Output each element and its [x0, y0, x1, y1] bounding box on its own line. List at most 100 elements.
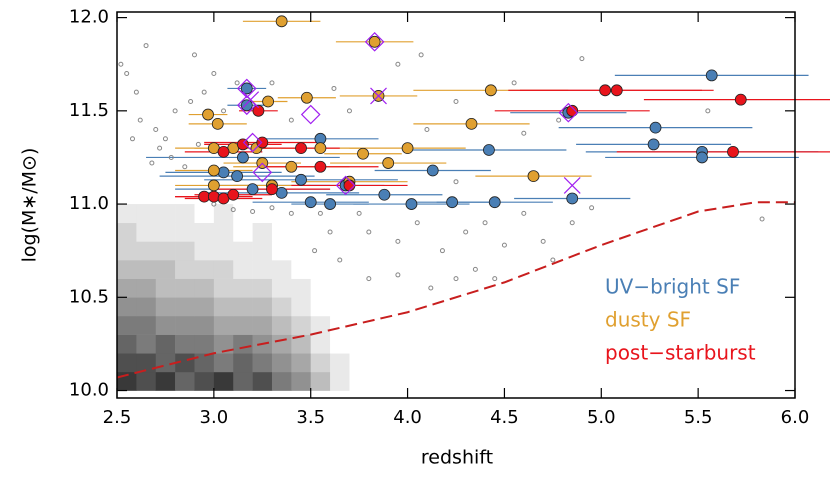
- density-cell: [310, 334, 331, 354]
- density-cell: [117, 260, 137, 279]
- density-cell: [291, 260, 312, 279]
- density-cell: [291, 353, 312, 373]
- x-tick-label: 3.5: [296, 407, 325, 428]
- density-cell: [155, 334, 176, 354]
- density-cell: [310, 353, 331, 373]
- galaxy-point: [211, 117, 224, 130]
- galaxy-point: [217, 145, 230, 158]
- y-tick-label: 12.0: [69, 7, 109, 28]
- density-cell: [252, 315, 273, 335]
- density-cell: [252, 371, 273, 391]
- density-cell: [271, 315, 292, 335]
- flag-diamond: [252, 162, 273, 183]
- galaxy-point: [599, 84, 612, 97]
- y-tick-label: 11.0: [69, 193, 109, 214]
- density-cell: [310, 278, 331, 298]
- y-tick-label: 11.5: [69, 100, 109, 121]
- density-cell: [330, 260, 350, 279]
- density-cell: [330, 278, 350, 298]
- density-cell: [155, 241, 176, 261]
- density-cell: [213, 222, 234, 242]
- density-cell: [155, 371, 176, 391]
- density-cell: [349, 204, 370, 224]
- density-cell: [233, 241, 253, 261]
- sample-point: [482, 220, 488, 226]
- sample-point: [366, 229, 372, 235]
- sample-point: [550, 257, 556, 263]
- sample-point: [428, 285, 434, 291]
- y-tick-label: 10.0: [69, 380, 109, 401]
- galaxy-point: [483, 144, 495, 156]
- sample-point: [331, 85, 337, 91]
- density-cell: [233, 297, 253, 317]
- flag-cross: [370, 87, 387, 105]
- sample-point: [118, 61, 124, 67]
- galaxy-point: [217, 166, 230, 179]
- density-cell: [213, 371, 234, 391]
- sample-point: [168, 154, 174, 160]
- galaxy-point: [405, 198, 418, 210]
- density-cell: [271, 334, 292, 354]
- density-cell: [349, 315, 370, 335]
- density-cell: [271, 278, 292, 298]
- density-cell: [213, 260, 234, 279]
- x-tick-label: 6.0: [781, 407, 810, 428]
- sample-point: [556, 117, 562, 123]
- galaxy-point: [207, 190, 220, 203]
- density-cell: [194, 297, 215, 317]
- galaxy-point: [314, 142, 327, 155]
- density-cell: [155, 260, 176, 279]
- sample-point: [201, 89, 207, 95]
- sample-point: [129, 136, 135, 142]
- flag-diamond: [300, 104, 321, 125]
- sample-point: [195, 141, 201, 147]
- sample-point: [162, 136, 168, 142]
- density-cell: [136, 315, 157, 335]
- sample-point: [705, 108, 711, 114]
- density-cell: [194, 204, 215, 224]
- density-cell: [194, 222, 215, 242]
- density-cell: [310, 241, 331, 261]
- sample-point: [337, 257, 343, 263]
- galaxy-point: [566, 192, 579, 205]
- density-cell: [252, 297, 273, 317]
- density-cell: [252, 278, 273, 298]
- density-cell: [136, 353, 157, 373]
- density-cell: [136, 371, 157, 391]
- galaxy-point: [610, 84, 623, 97]
- density-cell: [213, 241, 234, 261]
- density-cell: [155, 204, 176, 224]
- density-cell: [252, 204, 273, 224]
- galaxy-point: [240, 82, 253, 95]
- x-tick-label: 4.5: [490, 407, 519, 428]
- x-axis-label: redshift: [421, 447, 493, 469]
- density-cell: [213, 334, 234, 354]
- density-cell: [291, 222, 312, 242]
- galaxy-point: [266, 183, 278, 196]
- density-cell: [271, 260, 292, 279]
- density-cell: [291, 204, 312, 224]
- galaxy-point: [262, 95, 274, 108]
- density-cell: [117, 222, 137, 242]
- density-cell: [175, 371, 195, 391]
- density-cell: [330, 204, 350, 224]
- sample-point: [472, 266, 478, 272]
- galaxy-point: [227, 188, 240, 201]
- galaxy-point: [240, 99, 253, 112]
- density-cell: [175, 315, 195, 335]
- density-cell: [252, 241, 273, 261]
- density-cell: [330, 315, 350, 335]
- galaxy-point: [343, 179, 356, 192]
- density-cell: [136, 278, 157, 298]
- density-cell: [330, 334, 350, 354]
- galaxy-point: [727, 145, 739, 158]
- galaxy-point: [446, 196, 459, 209]
- galaxy-point: [566, 104, 579, 117]
- density-cell: [271, 204, 292, 224]
- galaxy-point: [246, 183, 259, 196]
- density-cell: [194, 353, 215, 373]
- sample-point: [269, 205, 275, 211]
- sample-point: [759, 216, 765, 222]
- density-cell: [233, 315, 253, 335]
